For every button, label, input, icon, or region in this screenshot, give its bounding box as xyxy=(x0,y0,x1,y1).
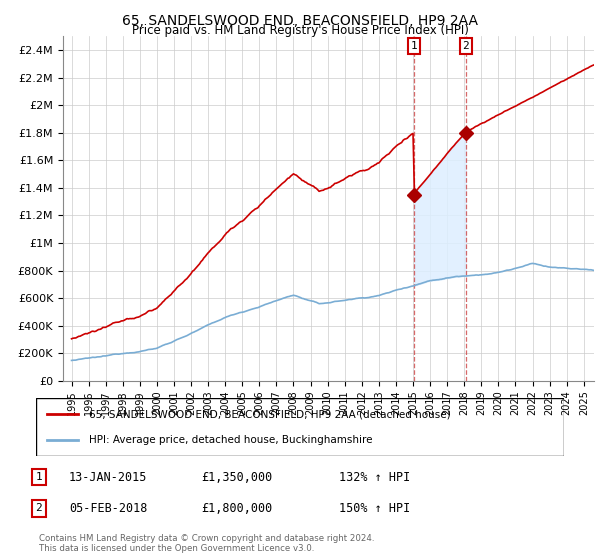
Text: 2: 2 xyxy=(463,41,469,51)
Text: 05-FEB-2018: 05-FEB-2018 xyxy=(69,502,148,515)
Text: Price paid vs. HM Land Registry's House Price Index (HPI): Price paid vs. HM Land Registry's House … xyxy=(131,24,469,37)
Text: 1: 1 xyxy=(410,41,417,51)
Text: 150% ↑ HPI: 150% ↑ HPI xyxy=(339,502,410,515)
Text: £1,350,000: £1,350,000 xyxy=(201,470,272,484)
Text: 65, SANDELSWOOD END, BEACONSFIELD, HP9 2AA: 65, SANDELSWOOD END, BEACONSFIELD, HP9 2… xyxy=(122,14,478,28)
Text: 2: 2 xyxy=(35,503,43,514)
Text: 1: 1 xyxy=(35,472,43,482)
Text: Contains HM Land Registry data © Crown copyright and database right 2024.
This d: Contains HM Land Registry data © Crown c… xyxy=(39,534,374,553)
Text: £1,800,000: £1,800,000 xyxy=(201,502,272,515)
Text: 132% ↑ HPI: 132% ↑ HPI xyxy=(339,470,410,484)
Text: HPI: Average price, detached house, Buckinghamshire: HPI: Average price, detached house, Buck… xyxy=(89,435,372,445)
Text: 13-JAN-2015: 13-JAN-2015 xyxy=(69,470,148,484)
Text: 65, SANDELSWOOD END, BEACONSFIELD, HP9 2AA (detached house): 65, SANDELSWOOD END, BEACONSFIELD, HP9 2… xyxy=(89,409,451,419)
